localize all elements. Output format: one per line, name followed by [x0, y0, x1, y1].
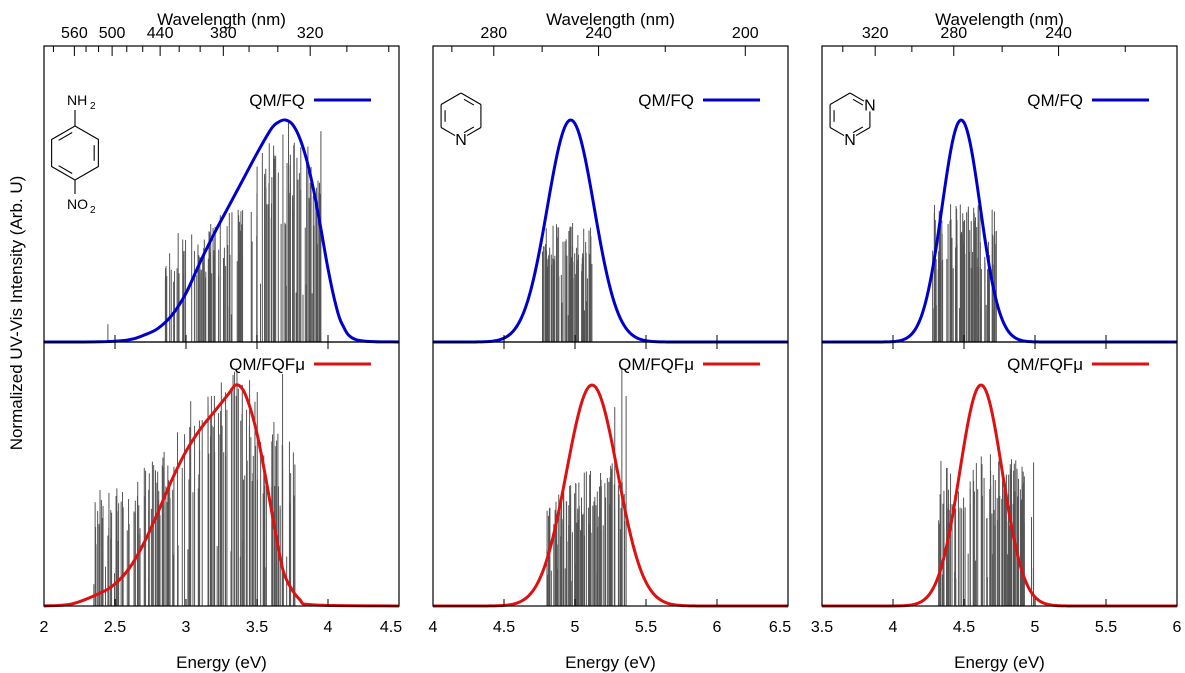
benzene-ring: [51, 125, 99, 181]
x-tick-label: 3: [182, 619, 191, 636]
double-bond: [58, 165, 73, 174]
legend-label: QM/FQFμ: [618, 355, 694, 374]
x-tick-label: 5: [1031, 619, 1040, 636]
top-tick-label: 500: [99, 25, 126, 42]
stick-group-top: [541, 222, 593, 342]
series-line-top: [43, 118, 400, 344]
ring-bond: [440, 127, 456, 137]
ring-bond: [466, 127, 482, 137]
y-axis-label: Normalized UV-Vis Intensity (Arb. U): [7, 176, 26, 451]
x-tick-label: 4.5: [380, 619, 402, 636]
ring-bond: [849, 92, 865, 102]
x-axis-title: Energy (eV): [954, 653, 1045, 672]
molecule-structure: [829, 92, 871, 137]
top-axis-title: Wavelength (nm): [935, 10, 1064, 29]
series-line-bottom: [43, 383, 400, 608]
nitrogen-label: N: [455, 132, 467, 149]
legend-label: QM/FQ: [1027, 91, 1083, 110]
x-tick-label: 5.5: [1095, 619, 1117, 636]
stick-group-top: [107, 121, 322, 342]
nitro-subscript: 2: [90, 205, 96, 216]
stick-group-bottom: [938, 454, 1035, 606]
x-tick-label: 3.5: [811, 619, 833, 636]
ring-bond: [855, 127, 871, 137]
ring-bond: [829, 127, 845, 137]
panels: QM/FQ QM/FQFμ 2 2.5 3 3.5 4 4.5 Energy (eV) 560 50…: [40, 10, 1182, 672]
legend-label: QM/FQFμ: [229, 355, 305, 374]
x-tick-label: 5.5: [635, 619, 657, 636]
x-tick-label: 2.5: [104, 619, 126, 636]
double-bond: [852, 126, 864, 134]
x-tick-label: 6.5: [769, 619, 791, 636]
nitrogen-label: N: [844, 132, 856, 149]
subplot-frame-bottom: [432, 341, 789, 607]
top-tick-label: 380: [210, 25, 237, 42]
stick-group-top: [932, 204, 997, 342]
panel-middle: QM/FQ QM/FQFμ 4 4.5 5 5.5 6 6.5 Energy (eV) 280 24…: [429, 10, 792, 672]
top-tick-label: 280: [480, 25, 507, 42]
top-tick-label: 560: [61, 25, 88, 42]
x-tick-label: 4: [324, 619, 333, 636]
top-tick-label: 240: [1045, 25, 1072, 42]
series-line-top: [821, 118, 1178, 344]
ring-bond: [440, 92, 462, 105]
top-tick-label: 320: [297, 25, 324, 42]
legend-label: QM/FQ: [638, 91, 694, 110]
top-tick-label: 440: [147, 25, 174, 42]
x-tick-label: 6: [1173, 619, 1182, 636]
top-tick-label: 240: [585, 25, 612, 42]
double-bond: [852, 98, 864, 106]
x-tick-label: 4: [429, 619, 438, 636]
x-tick-label: 5: [571, 619, 580, 636]
x-tick-label: 4.5: [953, 619, 975, 636]
series-line-top: [432, 118, 789, 344]
panel-left: QM/FQ QM/FQFμ 2 2.5 3 3.5 4 4.5 Energy (eV) 560 50…: [40, 10, 403, 672]
x-axis-title: Energy (eV): [565, 653, 656, 672]
amino-label: NH: [67, 92, 87, 108]
molecule-structure: [51, 110, 99, 194]
x-tick-label: 4: [889, 619, 898, 636]
top-tick-label: 320: [862, 25, 889, 42]
top-tick-label: 280: [940, 25, 967, 42]
x-axis-title: Energy (eV): [176, 653, 267, 672]
nitrogen-label: N: [864, 98, 876, 115]
nitro-label: NO: [67, 196, 88, 212]
amino-subscript: 2: [90, 101, 96, 112]
subplot-frame-bottom: [821, 341, 1178, 607]
x-tick-label: 3.5: [246, 619, 268, 636]
double-bond: [58, 132, 73, 141]
top-axis-title: Wavelength (nm): [157, 10, 286, 29]
top-axis-title: Wavelength (nm): [546, 10, 675, 29]
ring-bond: [460, 92, 482, 105]
stick-group-bottom: [546, 367, 627, 606]
molecule-structure: [440, 92, 482, 137]
subplot-frame-top: [43, 45, 400, 343]
double-bond: [463, 126, 475, 134]
subplot-frame-top: [432, 45, 789, 343]
x-tick-label: 4.5: [493, 619, 515, 636]
x-tick-label: 6: [713, 619, 722, 636]
legend-label: QM/FQFμ: [1007, 355, 1083, 374]
legend-label: QM/FQ: [249, 91, 305, 110]
stick-group-bottom: [93, 371, 296, 606]
ring-bond: [829, 92, 851, 105]
subplot-frame-top: [821, 45, 1178, 343]
panel-right: QM/FQ QM/FQFμ 3.5 4 4.5 5 5.5 6 Energy (eV) 320 28…: [811, 10, 1182, 672]
subplot-frame-bottom: [43, 341, 400, 607]
x-tick-label: 2: [40, 619, 49, 636]
double-bond: [463, 98, 475, 106]
top-tick-label: 200: [732, 25, 759, 42]
